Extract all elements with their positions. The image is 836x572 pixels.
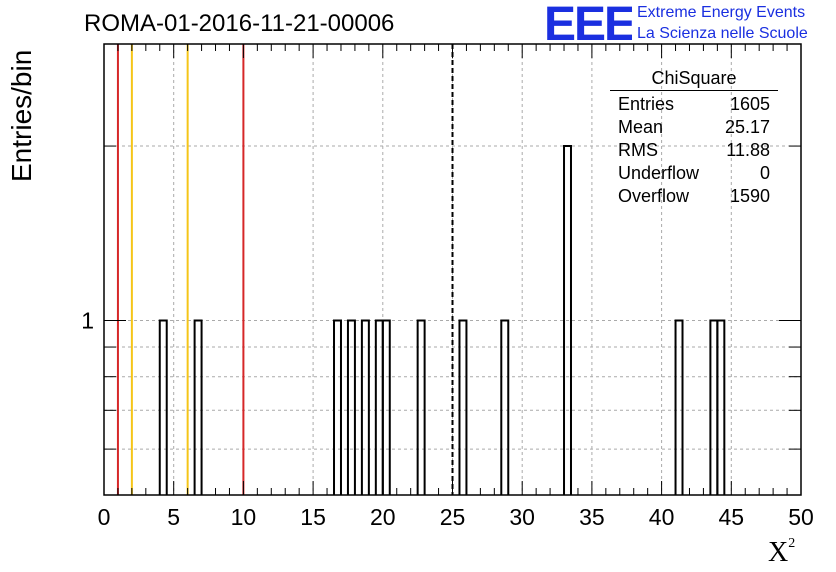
stats-value: 0 xyxy=(759,163,770,183)
stats-label: Overflow xyxy=(618,186,690,206)
x-axis-label-superscript: 2 xyxy=(788,536,796,551)
chart-title: ROMA-01-2016-11-21-00006 xyxy=(84,10,395,37)
histogram-bin xyxy=(416,319,426,495)
histogram-bin xyxy=(346,319,356,495)
x-axis-ticks: 0 5 10 15 20 25 30 35 40 45 50 xyxy=(98,44,814,530)
x-axis-label-base: X xyxy=(768,537,789,568)
stats-box: ChiSquare Entries 1605 Mean 25.17 RMS 11.88… xyxy=(610,68,778,208)
x-tick-label: 10 xyxy=(231,504,257,530)
logo-lettering: EEE xyxy=(544,2,632,44)
stats-row-entries: Entries 1605 xyxy=(610,93,778,116)
y-axis-ticks: 1 xyxy=(81,43,801,450)
eee-logo: EEE xyxy=(544,2,632,44)
organization-name: Extreme Energy Events La Scienza nelle S… xyxy=(637,2,808,44)
stats-row-mean: Mean 25.17 xyxy=(610,116,778,139)
histogram-bin xyxy=(563,145,572,495)
stats-value: 11.88 xyxy=(726,140,770,160)
histogram-bins xyxy=(158,145,726,495)
histogram-bin xyxy=(716,319,726,495)
histogram-bin xyxy=(500,319,510,495)
x-tick-label: 5 xyxy=(167,504,180,530)
x-tick-label: 35 xyxy=(579,504,605,530)
stats-label: Underflow xyxy=(618,163,700,183)
stats-value: 1590 xyxy=(729,186,770,206)
stats-title: ChiSquare xyxy=(610,68,778,91)
stats-label: Entries xyxy=(618,94,675,114)
histogram-bin xyxy=(381,319,391,495)
stats-row-underflow: Underflow 0 xyxy=(610,162,778,185)
x-tick-label: 40 xyxy=(649,504,675,530)
x-axis-label: X2 xyxy=(768,536,795,569)
stats-row-overflow: Overflow 1590 xyxy=(610,185,778,208)
x-tick-label: 25 xyxy=(440,504,466,530)
x-tick-label: 20 xyxy=(370,504,396,530)
histogram-bin xyxy=(674,319,684,495)
histogram-bin xyxy=(458,319,468,495)
stats-row-rms: RMS 11.88 xyxy=(610,139,778,162)
x-tick-label: 50 xyxy=(788,504,814,530)
stats-label: Mean xyxy=(618,117,664,137)
y-tick-label: 1 xyxy=(81,308,94,334)
y-axis-label: Entries/bin xyxy=(6,49,37,182)
x-tick-label: 45 xyxy=(719,504,745,530)
reference-lines xyxy=(116,44,454,495)
org-line-1: Extreme Energy Events xyxy=(637,4,806,21)
histogram-bin xyxy=(360,319,370,495)
org-line-2: La Scienza nelle Scuole xyxy=(637,25,808,42)
x-tick-label: 30 xyxy=(509,504,535,530)
stats-value: 25.17 xyxy=(724,117,770,137)
stats-value: 1605 xyxy=(729,94,770,114)
stats-label: RMS xyxy=(618,140,658,160)
histogram-bin xyxy=(333,319,342,495)
histogram-bin xyxy=(193,319,203,495)
histogram-bin xyxy=(158,319,168,495)
x-tick-label: 0 xyxy=(98,504,111,530)
x-tick-label: 15 xyxy=(300,504,326,530)
